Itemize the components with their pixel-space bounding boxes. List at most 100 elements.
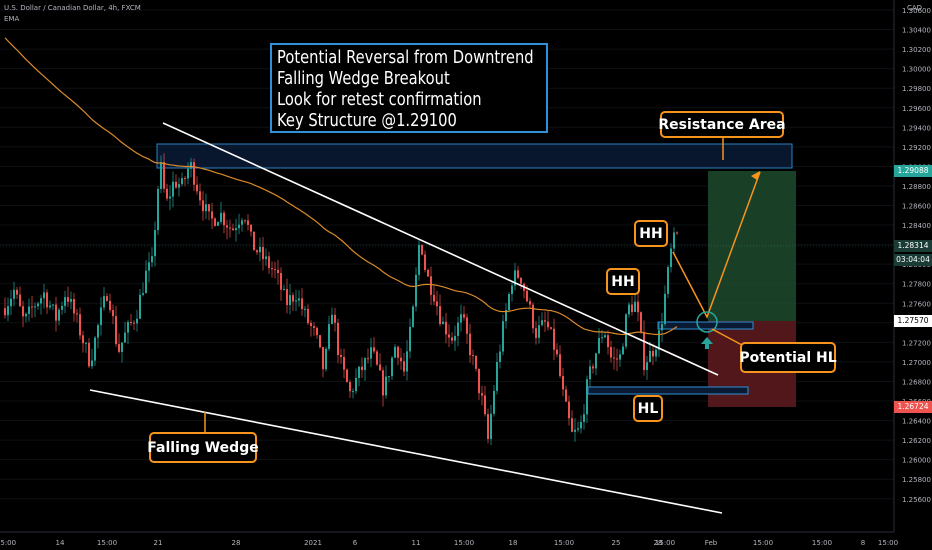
time-tick: 15:00 — [454, 539, 474, 547]
price-tick: 1.27600 — [902, 300, 931, 308]
wedge-upper-line[interactable] — [162, 122, 719, 376]
candle-bear — [313, 326, 315, 328]
potential-hl-callout[interactable]: Potential HL — [739, 342, 837, 373]
price-tick: 1.29400 — [902, 124, 931, 132]
candle-bear — [547, 321, 549, 328]
candle-bear — [118, 344, 120, 352]
candle-bear — [310, 322, 312, 327]
price-tick: 1.27200 — [902, 339, 931, 347]
candle-bull — [151, 256, 153, 263]
candle-bull — [205, 204, 207, 212]
candle-bear — [436, 301, 438, 307]
candle-bull — [154, 230, 156, 257]
candle-bull — [352, 391, 354, 393]
price-tick: 1.29600 — [902, 105, 931, 113]
time-tick: Feb — [705, 539, 718, 547]
time-tick: 28 — [232, 539, 241, 547]
projection-arrowhead — [751, 171, 760, 180]
candle-bear — [610, 347, 612, 358]
candle-bull — [457, 322, 459, 336]
candle-bull — [283, 289, 285, 291]
candle-bear — [400, 357, 402, 362]
time-tick: 15:00 — [655, 539, 675, 547]
candle-bear — [211, 211, 213, 219]
candle-bull — [139, 294, 141, 319]
candle-bear — [22, 306, 24, 317]
candle-bear — [475, 355, 477, 369]
ema-line — [4, 37, 678, 336]
candle-bear — [268, 256, 270, 269]
candle-bear — [79, 314, 81, 336]
candle-bear — [550, 327, 552, 329]
candle-bear — [322, 347, 324, 370]
candle-bear — [175, 181, 177, 188]
candle-bull — [190, 162, 192, 169]
price-tick: 1.30600 — [902, 7, 931, 15]
candle-bull — [538, 325, 540, 338]
note-line-2: Falling Wedge Breakout — [277, 69, 450, 89]
symbol-title[interactable]: U.S. Dollar / Canadian Dollar, 4h, FXCM — [4, 4, 141, 12]
candle-bear — [631, 304, 633, 313]
time-tick: 2021 — [304, 539, 322, 547]
candle-bull — [583, 414, 585, 422]
candle-bear — [373, 347, 375, 352]
time-tick: 6 — [353, 539, 358, 547]
price-tick: 1.27000 — [902, 359, 931, 367]
candle-bull — [25, 313, 27, 317]
time-tick: 11 — [412, 539, 421, 547]
candle-bull — [37, 303, 39, 307]
hl-callout[interactable]: HL — [633, 395, 663, 422]
candle-bear — [16, 289, 18, 295]
price-axis-bg — [894, 0, 932, 550]
candle-bear — [253, 231, 255, 251]
candle-bull — [169, 196, 171, 199]
resistance-zone — [156, 143, 793, 169]
candle-bear — [112, 310, 114, 317]
candle-bull — [385, 376, 387, 396]
indicator-label[interactable]: EMA — [4, 15, 20, 23]
candle-bear — [109, 300, 111, 311]
candle-bear — [4, 308, 6, 316]
candle-bear — [466, 317, 468, 334]
candle-bear — [445, 321, 447, 335]
hh-callout-left[interactable]: HH — [606, 268, 640, 295]
projection-path — [672, 171, 761, 319]
candle-bull — [157, 188, 159, 231]
candle-bear — [199, 191, 201, 201]
candle-bull — [580, 421, 582, 429]
candle-bear — [376, 351, 378, 365]
price-tick: 1.28600 — [902, 203, 931, 211]
candle-bear — [349, 382, 351, 392]
candle-bear — [472, 355, 474, 357]
candle-bull — [49, 305, 51, 308]
candle-bear — [367, 358, 369, 360]
candle-bear — [361, 366, 363, 371]
candle-bear — [166, 188, 168, 199]
resistance-area-callout[interactable]: Resistance Area — [658, 111, 786, 138]
candle-bear — [424, 254, 426, 270]
time-tick: 15:00 — [878, 539, 898, 547]
candle-bear — [193, 162, 195, 185]
candle-bull — [622, 346, 624, 355]
price-tick: 1.26000 — [902, 457, 931, 465]
candle-bear — [637, 301, 639, 313]
candle-bear — [343, 357, 345, 370]
candle-bull — [661, 323, 663, 331]
falling-wedge-callout[interactable]: Falling Wedge — [147, 432, 259, 463]
time-tick: 14 — [56, 539, 65, 547]
candle-bear — [274, 269, 276, 271]
candle-bull — [454, 335, 456, 341]
candle-bear — [430, 276, 432, 295]
price-tick: 1.29200 — [902, 144, 931, 152]
candle-bear — [520, 277, 522, 284]
wedge-lower-line[interactable] — [89, 389, 723, 514]
candle-bull — [178, 184, 180, 188]
price-tick: 1.26400 — [902, 418, 931, 426]
hh-callout-right[interactable]: HH — [634, 220, 668, 247]
candle-bull — [238, 224, 240, 229]
candle-bear — [19, 294, 21, 307]
price-tick: 1.26800 — [902, 378, 931, 386]
candle-bull — [388, 376, 390, 378]
candle-bull — [664, 293, 666, 324]
